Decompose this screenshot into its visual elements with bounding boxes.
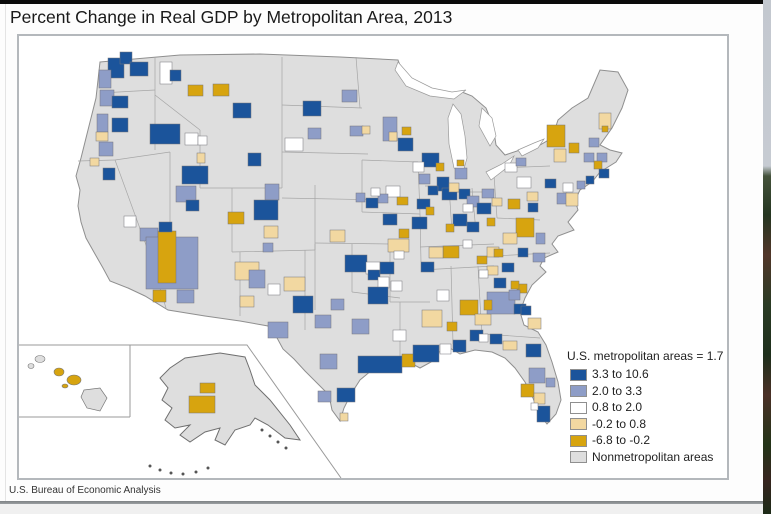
- legend-item: 0.8 to 2.0: [567, 401, 729, 414]
- legend-swatch: [570, 418, 587, 431]
- legend-rows: 3.3 to 10.6 2.0 to 3.3 0.8 to 2.0 -0.2 to 0…: [567, 368, 729, 464]
- legend-item: 3.3 to 10.6: [567, 368, 729, 381]
- legend-item: -0.2 to 0.8: [567, 416, 729, 431]
- page-title: Percent Change in Real GDP by Metropolit…: [10, 7, 453, 27]
- source-attribution: U.S. Bureau of Economic Analysis: [9, 485, 161, 496]
- below-window-area: [0, 504, 763, 514]
- legend-item: 2.0 to 3.3: [567, 383, 729, 398]
- legend-swatch: [570, 401, 587, 414]
- legend-note: U.S. metropolitan areas = 1.7: [567, 349, 724, 363]
- legend-label: -0.2 to 0.8: [592, 416, 647, 431]
- legend-item: Nonmetropolitan areas: [567, 449, 729, 464]
- desktop-wallpaper-strip: [763, 0, 771, 514]
- map-frame: U.S. metropolitan areas = 1.7 3.3 to 10.…: [17, 34, 729, 480]
- legend-item: -6.8 to -0.2: [567, 434, 729, 447]
- legend-label: 0.8 to 2.0: [592, 400, 643, 415]
- legend-swatch: [570, 385, 587, 398]
- legend-label: -6.8 to -0.2: [592, 433, 651, 448]
- window-left-edge: [5, 4, 6, 501]
- legend-swatch: [570, 451, 587, 464]
- legend-label: 3.3 to 10.6: [592, 367, 649, 381]
- window-bottom-border: [0, 501, 763, 504]
- legend-swatch: [570, 434, 587, 447]
- us-choropleth-map: [19, 51, 629, 478]
- legend-label: Nonmetropolitan areas: [592, 449, 714, 464]
- legend: U.S. metropolitan areas = 1.7 3.3 to 10.…: [567, 350, 729, 468]
- legend-swatch: [570, 368, 587, 381]
- window-top-border: [0, 0, 771, 4]
- legend-label: 2.0 to 3.3: [592, 383, 643, 398]
